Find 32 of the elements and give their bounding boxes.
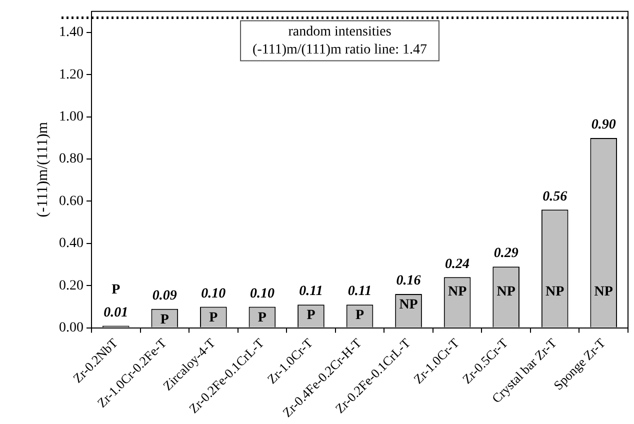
y-tick-label: 0.60 [59,194,84,209]
annotation: P [112,282,121,298]
annotation: P [160,312,170,328]
data-label: 0.10 [250,286,274,302]
data-label: 0.01 [104,305,128,320]
data-label: 0.11 [348,284,372,300]
y-tick-label: 1.20 [59,67,84,82]
data-label: 0.90 [591,118,616,133]
y-tick-label: 1.00 [59,110,84,125]
annotation: P [258,310,267,326]
y-tick-label: 0.80 [59,152,84,167]
data-label: 0.16 [396,274,421,289]
annotation: P [355,308,364,324]
data-label: 0.09 [152,288,177,304]
data-label: 0.56 [542,189,568,204]
data-label: 0.11 [299,284,323,300]
y-tick-label: 0.00 [59,320,84,336]
y-tick-label: 0.20 [59,278,84,294]
annotation: NP [594,284,614,300]
annotation: NP [496,284,516,300]
data-label: 0.24 [445,256,470,272]
data-label: 0.10 [201,286,226,302]
annotation: P [209,310,218,326]
y-tick-label: 1.40 [59,25,84,40]
annotation: P [306,308,316,324]
annotation: NP [448,284,468,300]
data-label: 0.29 [494,246,518,262]
ref-line-label: random intensities (-111)m/(111)m ratio line: 1.47 [252,24,427,58]
y-axis-title: (-111)m/(111)m [34,122,51,218]
annotation: NP [546,284,565,300]
y-tick-label: 0.40 [59,236,84,252]
annotation: NP [399,298,418,313]
